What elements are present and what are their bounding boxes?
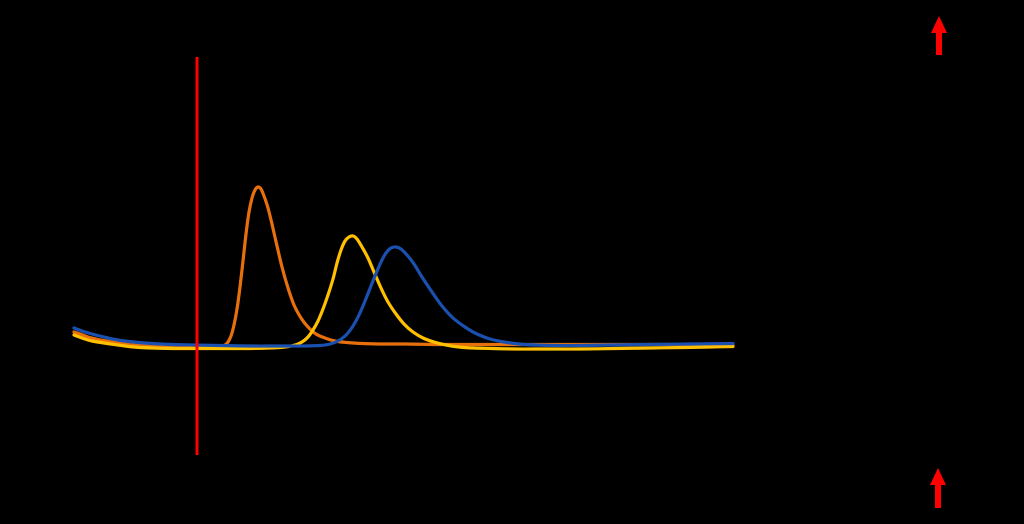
annotation-layer (195, 16, 947, 508)
blue-peak-curve (72, 245, 735, 348)
series-layer (72, 185, 735, 351)
up-arrow-top-right-icon (931, 16, 947, 55)
yellow-peak-curve (72, 234, 735, 351)
orange-peak-curve (72, 185, 735, 349)
up-arrow-bottom-right-icon (930, 468, 946, 508)
